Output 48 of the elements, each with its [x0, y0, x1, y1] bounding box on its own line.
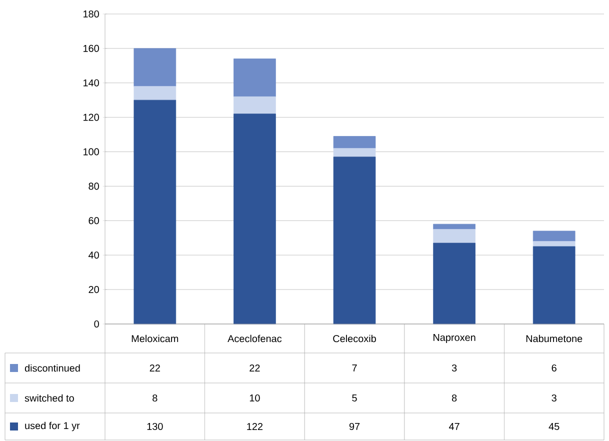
data-label: 3: [452, 364, 457, 372]
y-tick-label: 140: [84, 79, 99, 86]
data-label: 7: [352, 364, 357, 372]
y-tick-label: 20: [88, 286, 99, 294]
x-tick-label: Naproxen: [434, 334, 476, 343]
data-label: 122: [247, 423, 263, 430]
bar: [433, 224, 476, 230]
y-tick-label: 120: [84, 114, 99, 121]
x-tick-label: Nabumetone: [526, 334, 582, 342]
bar: [433, 242, 476, 324]
y-tick-label: 0: [94, 320, 99, 328]
y-tick-label: 40: [88, 252, 99, 259]
y-tick-label: 160: [84, 44, 99, 52]
bar: [532, 241, 576, 247]
bar: [134, 86, 176, 100]
data-label: 3: [552, 394, 556, 402]
bar: [333, 156, 376, 324]
data-label: 97: [349, 422, 360, 430]
x-tick-label: Celecoxib: [333, 334, 376, 342]
data-label: 8: [152, 394, 158, 402]
data-label: 10: [250, 394, 260, 402]
bar: [134, 48, 176, 87]
y-tick-label: 180: [84, 10, 99, 18]
data-label: 45: [548, 423, 560, 430]
bar: [234, 114, 276, 324]
y-tick-label: 80: [88, 182, 99, 190]
data-label: 8: [452, 394, 457, 402]
y-tick-label: 60: [88, 217, 99, 224]
bar: [134, 100, 176, 324]
y-tick-label: 100: [84, 148, 99, 156]
legend-label: used for 1 yr: [25, 422, 80, 432]
bar: [532, 230, 576, 242]
bar: [433, 229, 476, 244]
bar: [234, 58, 276, 97]
data-label: 47: [448, 423, 460, 430]
data-label: 5: [352, 394, 357, 402]
data-label: 22: [150, 364, 160, 372]
bar: [333, 148, 376, 158]
data-label: 22: [250, 364, 260, 372]
x-tick-label: Aceclofenac: [228, 334, 282, 342]
bar: [333, 136, 376, 149]
legend-label: switched to: [24, 394, 74, 402]
data-label: 130: [147, 422, 163, 430]
bar: [234, 96, 276, 114]
legend-label: discontinued: [24, 364, 80, 372]
bar: [532, 246, 576, 324]
data-label: 6: [552, 364, 556, 372]
x-tick-label: Meloxicam: [132, 334, 178, 342]
